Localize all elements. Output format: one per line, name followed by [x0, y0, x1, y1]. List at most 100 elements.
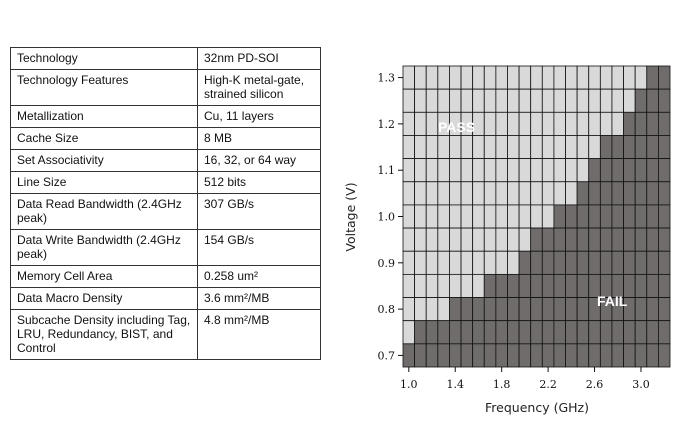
fail-cell	[518, 273, 532, 298]
pass-cell	[425, 111, 439, 136]
pass-cell	[623, 65, 636, 90]
pass-cell	[588, 65, 601, 90]
fail-cell	[425, 343, 439, 368]
fail-cell	[646, 250, 659, 275]
fail-cell	[483, 273, 497, 298]
pass-cell	[634, 65, 648, 90]
fail-cell	[634, 111, 648, 136]
pass-cell	[437, 88, 450, 113]
pass-cell	[402, 320, 416, 345]
pass-cell	[541, 204, 555, 229]
shmoo-plot: 0.7 0.8 0.9 1.0 1.1 1.2 1.3 1.0 1.4 1.8 2.2 2.6 3.0…	[343, 65, 671, 415]
fail-cell	[646, 204, 659, 229]
pass-cell	[483, 181, 497, 206]
fail-cell	[565, 227, 578, 252]
pass-cell	[472, 135, 485, 160]
pass-cell	[553, 135, 566, 160]
fail-cell	[507, 320, 520, 345]
pass-cell	[449, 65, 462, 90]
fail-cell	[576, 343, 590, 368]
pass-cell	[414, 227, 427, 252]
fail-cell	[634, 227, 648, 252]
fail-cell	[576, 181, 590, 206]
pass-cell	[460, 250, 474, 275]
fail-cell	[576, 204, 590, 229]
table-row: Memory Cell Area 0.258 um²	[10, 265, 321, 288]
fail-cell	[611, 320, 624, 345]
fail-cell	[588, 158, 601, 183]
fail-cell	[657, 320, 671, 345]
pass-cell	[507, 135, 520, 160]
fail-cell	[541, 297, 555, 322]
pass-cell	[518, 135, 532, 160]
fail-cell	[611, 227, 624, 252]
y-tick-label: 1.2	[378, 118, 396, 131]
row-label: Technology	[10, 47, 198, 70]
pass-cell	[472, 204, 485, 229]
fail-cell	[599, 343, 613, 368]
pass-cell	[495, 88, 508, 113]
pass-cell	[483, 250, 497, 275]
pass-cell	[530, 158, 543, 183]
pass-cell	[495, 181, 508, 206]
fail-cell	[518, 320, 532, 345]
pass-cell	[518, 111, 532, 136]
row-label: Memory Cell Area	[10, 265, 198, 288]
table-row: Data Macro Density 3.6 mm²/MB	[10, 287, 321, 310]
fail-cell	[576, 273, 590, 298]
pass-cell	[483, 88, 497, 113]
pass-cell	[437, 65, 450, 90]
fail-cell	[565, 273, 578, 298]
pass-cell	[472, 65, 485, 90]
pass-cell	[460, 88, 474, 113]
pass-cell	[483, 227, 497, 252]
pass-cell	[425, 273, 439, 298]
pass-cell	[599, 65, 613, 90]
row-label: Data Macro Density	[10, 287, 198, 310]
pass-cell	[425, 135, 439, 160]
fail-cell	[623, 111, 636, 136]
pass-cell	[483, 158, 497, 183]
pass-cell	[449, 181, 462, 206]
row-label: Metallization	[10, 105, 198, 128]
pass-cell	[599, 111, 613, 136]
fail-cell	[576, 250, 590, 275]
x-tick-label: 2.6	[586, 378, 604, 391]
fail-cell	[611, 181, 624, 206]
y-tick-label: 0.7	[378, 349, 396, 362]
pass-cell	[495, 227, 508, 252]
fail-cell	[646, 135, 659, 160]
pass-cell	[414, 88, 427, 113]
pass-cell	[449, 88, 462, 113]
fail-cell	[507, 343, 520, 368]
fail-cell	[483, 297, 497, 322]
pass-cell	[460, 181, 474, 206]
fail-cell	[553, 250, 566, 275]
pass-cell	[495, 65, 508, 90]
fail-cell	[634, 88, 648, 113]
fail-cell	[599, 250, 613, 275]
fail-cell	[657, 297, 671, 322]
pass-cell	[576, 88, 590, 113]
pass-cell	[576, 111, 590, 136]
fail-cell	[646, 227, 659, 252]
fail-cell	[495, 320, 508, 345]
fail-cell	[599, 227, 613, 252]
pass-cell	[507, 250, 520, 275]
fail-cell	[599, 158, 613, 183]
pass-cell	[495, 111, 508, 136]
pass-cell	[449, 250, 462, 275]
pass-cell	[414, 111, 427, 136]
fail-cell	[553, 204, 566, 229]
pass-cell	[518, 158, 532, 183]
fail-cell	[634, 320, 648, 345]
spec-table: Technology 32nm PD-SOI Technology Features…	[10, 47, 321, 360]
pass-cell	[437, 227, 450, 252]
pass-cell	[402, 135, 416, 160]
pass-cell	[460, 65, 474, 90]
pass-cell	[599, 88, 613, 113]
x-tick-label: 1.4	[446, 378, 464, 391]
pass-cell	[402, 181, 416, 206]
row-label: Data Write Bandwidth (2.4GHz peak)	[10, 229, 198, 266]
fail-cell	[495, 297, 508, 322]
